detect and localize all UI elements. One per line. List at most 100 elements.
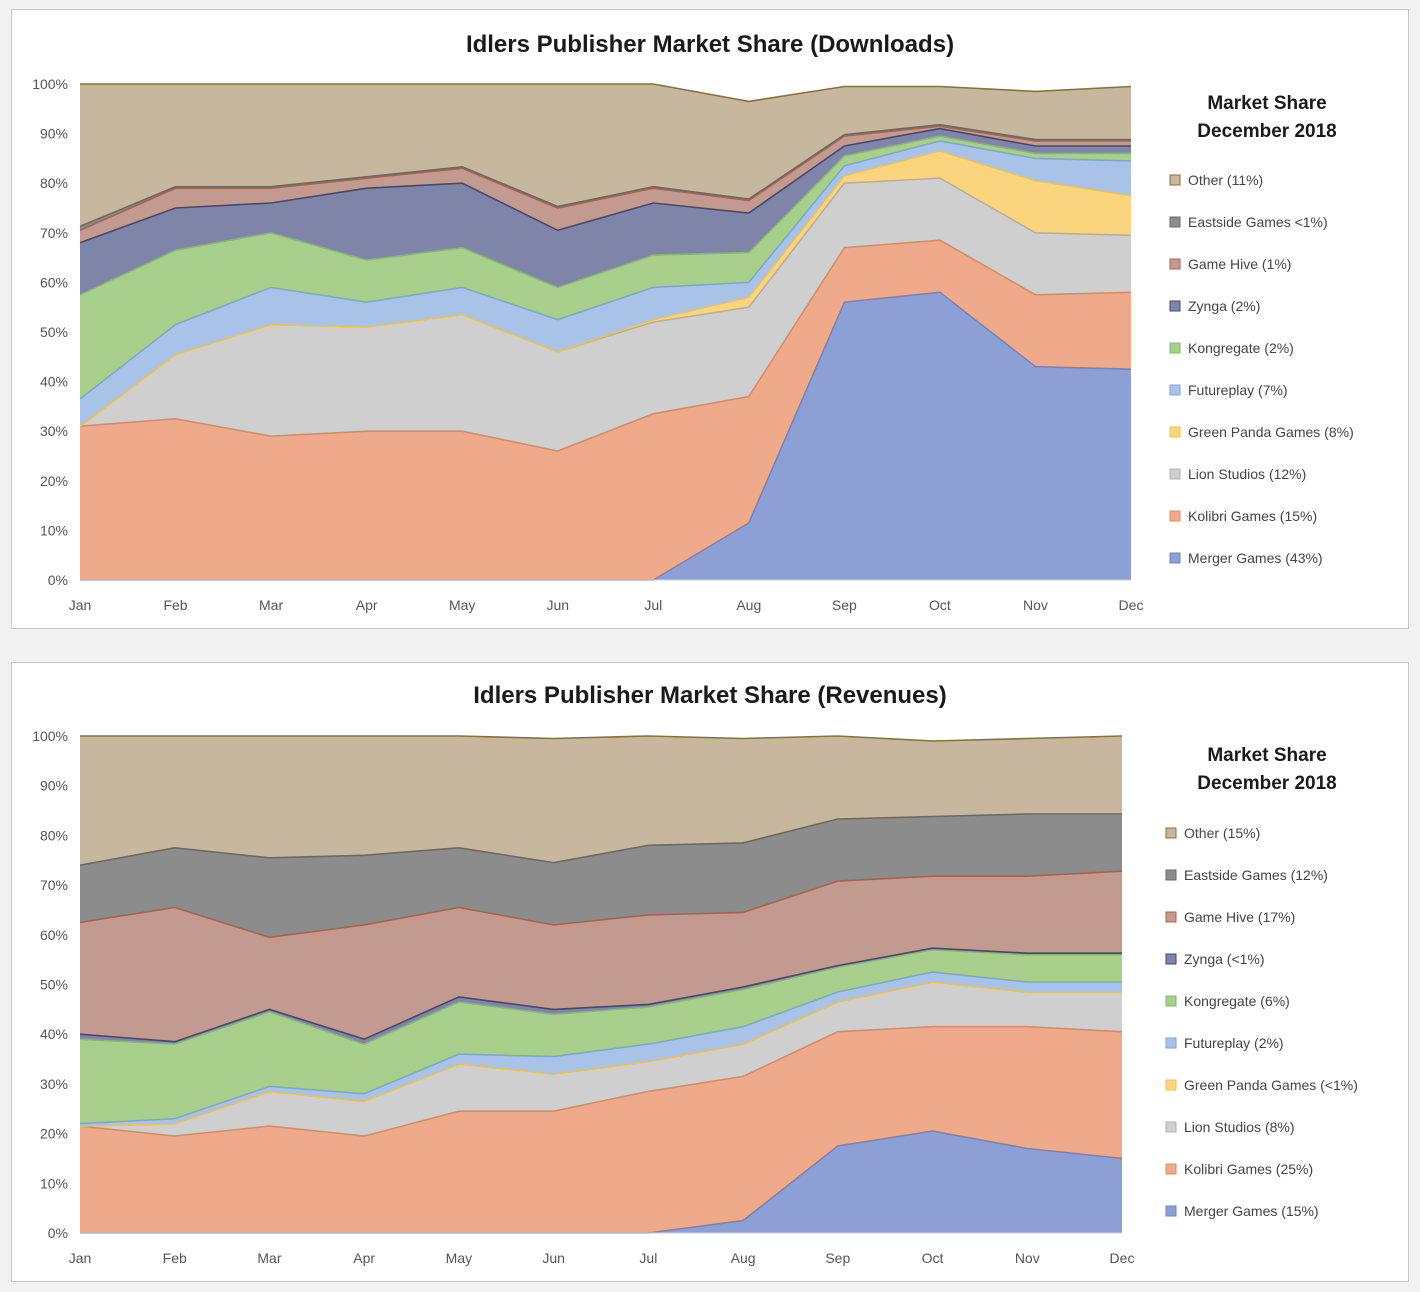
downloads-area-futureplay — [80, 141, 1131, 427]
downloads-y-tick-label: 20% — [40, 473, 68, 489]
downloads-x-tick-label: Jul — [644, 597, 662, 613]
downloads-legend-item: Game Hive (1%) — [1169, 256, 1291, 272]
revenues-y-tick-label: 0% — [48, 1225, 68, 1241]
revenues-legend-item: Kolibri Games (25%) — [1165, 1161, 1313, 1177]
downloads-legend-swatch-futureplay — [1169, 384, 1181, 396]
revenues-x-tick-label: Nov — [1015, 1250, 1040, 1266]
revenues-legend-label-other: Other (15%) — [1184, 825, 1260, 841]
revenues-y-tick-label: 100% — [32, 728, 68, 744]
revenues-x-tick-label: Jul — [639, 1250, 657, 1266]
downloads-area-merger-games — [80, 292, 1131, 580]
downloads-y-tick-label: 0% — [48, 572, 68, 588]
downloads-x-tick-label: Feb — [163, 597, 187, 613]
revenues-legend-swatch-eastside-games — [1165, 869, 1177, 881]
downloads-line-zynga — [79, 127, 1131, 244]
revenues-legend-item: Other (15%) — [1165, 825, 1260, 841]
revenues-area-lion-studios — [80, 982, 1122, 1137]
revenues-x-tick-label: Dec — [1110, 1250, 1135, 1266]
revenues-legend-label-game-hive: Game Hive (17%) — [1184, 909, 1295, 925]
downloads-x-tick-label: Apr — [356, 597, 378, 613]
revenues-x-tick-label: Aug — [731, 1250, 756, 1266]
revenues-y-tick-label: 80% — [40, 827, 68, 843]
revenues-chart-panel: Idlers Publisher Market Share (Revenues)… — [11, 662, 1409, 1282]
revenues-x-tick-label: Mar — [257, 1250, 281, 1266]
revenues-chart-title: Idlers Publisher Market Share (Revenues) — [473, 682, 947, 709]
revenues-legend-swatch-futureplay — [1165, 1037, 1177, 1049]
downloads-area-kolibri-games — [80, 240, 1131, 580]
revenues-legend-label-lion-studios: Lion Studios (8%) — [1184, 1119, 1295, 1135]
downloads-legend-swatch-merger-games — [1169, 552, 1181, 564]
revenues-legend-label-green-panda-games: Green Panda Games (<1%) — [1184, 1077, 1358, 1093]
downloads-x-tick-label: May — [449, 597, 475, 613]
revenues-area-game-hive — [80, 871, 1122, 1042]
downloads-y-tick-label: 100% — [32, 76, 68, 92]
downloads-x-tick-label: Oct — [929, 597, 951, 613]
revenues-legend-item: Futureplay (2%) — [1165, 1035, 1284, 1051]
downloads-chart: Idlers Publisher Market Share (Downloads… — [32, 31, 1354, 613]
revenues-x-tick-label: Feb — [163, 1250, 187, 1266]
downloads-y-tick-label: 80% — [40, 175, 68, 191]
downloads-legend-item: Zynga (2%) — [1169, 298, 1260, 314]
downloads-line-eastside-games — [79, 123, 1131, 228]
downloads-legend-label-other: Other (11%) — [1188, 172, 1263, 188]
downloads-legend-item: Kolibri Games (15%) — [1169, 508, 1317, 524]
revenues-line-kolibri-games — [79, 1025, 1123, 1137]
revenues-legend-item: Kongregate (6%) — [1165, 993, 1290, 1009]
downloads-legend-item: Kongregate (2%) — [1169, 340, 1294, 356]
downloads-y-tick-label: 10% — [40, 522, 68, 538]
downloads-x-tick-label: Sep — [832, 597, 857, 613]
downloads-legend-label-kolibri-games: Kolibri Games (15%) — [1188, 508, 1317, 524]
revenues-legend-swatch-lion-studios — [1165, 1121, 1177, 1133]
revenues-x-tick-label: Sep — [825, 1250, 850, 1266]
downloads-legend-label-lion-studios: Lion Studios (12%) — [1188, 466, 1306, 482]
revenues-y-tick-label: 40% — [40, 1026, 68, 1042]
downloads-area-other — [80, 84, 1131, 227]
revenues-line-other — [80, 735, 1123, 742]
downloads-line-kongregate — [79, 135, 1131, 296]
downloads-line-green-panda-games — [79, 150, 1132, 427]
revenues-area-kongregate — [80, 949, 1122, 1124]
downloads-legend-swatch-zynga — [1169, 300, 1181, 312]
revenues-legend-swatch-game-hive — [1165, 911, 1177, 923]
revenues-legend-item: Eastside Games (12%) — [1165, 867, 1328, 883]
downloads-legend-item: Other (11%) — [1169, 172, 1263, 188]
revenues-legend-item: Lion Studios (8%) — [1165, 1119, 1295, 1135]
revenues-legend-swatch-zynga — [1165, 953, 1177, 965]
downloads-x-tick-label: Aug — [736, 597, 761, 613]
downloads-y-tick-label: 30% — [40, 423, 68, 439]
downloads-legend-label-futureplay: Futureplay (7%) — [1188, 382, 1288, 398]
revenues-area-eastside-games — [80, 814, 1122, 938]
revenues-chart: Idlers Publisher Market Share (Revenues)… — [32, 682, 1358, 1266]
downloads-legend-item: Futureplay (7%) — [1169, 382, 1288, 398]
downloads-legend-swatch-lion-studios — [1169, 468, 1181, 480]
revenues-line-game-hive — [79, 870, 1123, 939]
revenues-legend-swatch-green-panda-games — [1165, 1079, 1177, 1091]
downloads-y-tick-label: 60% — [40, 274, 68, 290]
revenues-x-tick-label: Oct — [922, 1250, 944, 1266]
downloads-legend-item: Green Panda Games (8%) — [1169, 424, 1354, 440]
revenues-y-tick-label: 30% — [40, 1076, 68, 1092]
downloads-area-kongregate — [80, 136, 1131, 399]
downloads-y-tick-label: 90% — [40, 126, 68, 142]
revenues-y-tick-label: 70% — [40, 877, 68, 893]
revenues-legend-swatch-other — [1165, 827, 1177, 839]
downloads-legend-swatch-green-panda-games — [1169, 426, 1181, 438]
downloads-x-tick-label: Nov — [1023, 597, 1048, 613]
downloads-x-tick-label: Mar — [259, 597, 283, 613]
downloads-chart-title: Idlers Publisher Market Share (Downloads… — [466, 31, 954, 58]
downloads-line-futureplay — [79, 140, 1132, 400]
downloads-y-tick-label: 70% — [40, 225, 68, 241]
revenues-legend-swatch-merger-games — [1165, 1205, 1177, 1217]
downloads-x-tick-label: Jan — [69, 597, 92, 613]
revenues-legend-item: Green Panda Games (<1%) — [1165, 1077, 1358, 1093]
downloads-chart-panel: Idlers Publisher Market Share (Downloads… — [11, 9, 1409, 629]
downloads-legend-label-merger-games: Merger Games (43%) — [1188, 550, 1323, 566]
revenues-y-tick-label: 50% — [40, 977, 68, 993]
downloads-legend-title: December 2018 — [1197, 121, 1336, 142]
revenues-legend-item: Game Hive (17%) — [1165, 909, 1295, 925]
revenues-y-tick-label: 10% — [40, 1175, 68, 1191]
revenues-y-tick-label: 60% — [40, 927, 68, 943]
revenues-area-kolibri-games — [80, 1026, 1122, 1233]
revenues-legend-item: Zynga (<1%) — [1165, 951, 1265, 967]
downloads-legend-swatch-other — [1169, 174, 1181, 186]
